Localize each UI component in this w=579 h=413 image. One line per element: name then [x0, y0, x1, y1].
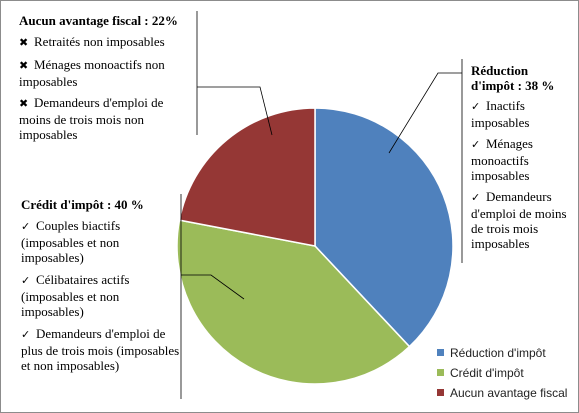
check-mark-icon: ✓ [21, 329, 31, 341]
annotation-item: ✖ Demandeurs d'emploi de moins de trois m… [19, 95, 194, 142]
leader-line-credit [181, 274, 245, 300]
legend-label: Crédit d'impôt [450, 365, 524, 380]
annotation-item: ✓ Ménages monoactifs imposables [471, 136, 571, 183]
check-mark-icon: ✓ [21, 221, 31, 233]
legend-item: Crédit d'impôt [437, 364, 567, 381]
annotation-item-text: Célibataires actifs (imposables et non i… [21, 272, 130, 319]
annotation-tax-reduction: Réduction d'impôt : 38 % ✓ Inactifs impos… [471, 63, 571, 257]
annotation-item-text: Ménages monoactifs non imposables [19, 57, 165, 89]
check-mark-icon: ✓ [21, 275, 31, 287]
annotation-item-text: Couples biactifs (imposables et non impo… [21, 218, 121, 265]
cross-mark-icon: ✖ [19, 60, 29, 72]
annotation-item-text: Ménages monoactifs imposables [471, 136, 533, 183]
legend-label: Réduction d'impôt [450, 345, 546, 360]
annotation-item: ✓ Couples biactifs (imposables et non imp… [21, 218, 181, 265]
legend-item: Aucun avantage fiscal [437, 384, 567, 401]
legend-swatch-none [437, 389, 444, 396]
annotation-item-text: Demandeurs d'emploi de plus de trois moi… [21, 326, 180, 373]
annotation-item-text: Inactifs imposables [471, 98, 530, 130]
pie-slice-none [178, 107, 316, 247]
annotation-item-text: Demandeurs d'emploi de moins de trois mo… [471, 189, 567, 251]
check-mark-icon: ✓ [471, 101, 481, 113]
annotation-item: ✖ Retraités non imposables [19, 34, 194, 51]
annotation-item: ✓ Demandeurs d'emploi de plus de trois mo… [21, 326, 181, 373]
check-mark-icon: ✓ [471, 139, 481, 151]
legend-item: Réduction d'impôt [437, 344, 567, 361]
annotation-item: ✓ Demandeurs d'emploi de moins de trois m… [471, 189, 571, 251]
pie-slice-reduction [314, 107, 454, 348]
cross-mark-icon: ✖ [19, 98, 29, 110]
leader-line-none [197, 86, 273, 136]
annotation-tax-credit: Crédit d'impôt : 40 % ✓ Couples biactifs … [21, 197, 181, 380]
legend-swatch-credit [437, 369, 444, 376]
cross-mark-icon: ✖ [19, 37, 29, 49]
legend-swatch-reduction [437, 349, 444, 356]
annotation-item: ✖ Ménages monoactifs non imposables [19, 57, 194, 89]
leader-line-reduction [388, 72, 462, 154]
annotation-item: ✓ Inactifs imposables [471, 98, 571, 130]
annotation-item: ✓ Célibataires actifs (imposables et non … [21, 272, 181, 319]
chart-legend: Réduction d'impôt Crédit d'impôt Aucun a… [437, 344, 567, 404]
annotation-title: Aucun avantage fiscal : 22% [19, 13, 178, 28]
annotation-no-tax-advantage: Aucun avantage fiscal : 22% ✖ Retraités n… [19, 13, 194, 148]
pie-slice-credit [176, 219, 411, 385]
annotation-title: Réduction d'impôt : 38 % [471, 63, 555, 93]
check-mark-icon: ✓ [471, 192, 481, 204]
annotation-item-text: Retraités non imposables [34, 34, 165, 49]
legend-label: Aucun avantage fiscal [450, 385, 568, 400]
annotation-item-text: Demandeurs d'emploi de moins de trois mo… [19, 95, 164, 142]
annotation-title: Crédit d'impôt : 40 % [21, 197, 144, 212]
